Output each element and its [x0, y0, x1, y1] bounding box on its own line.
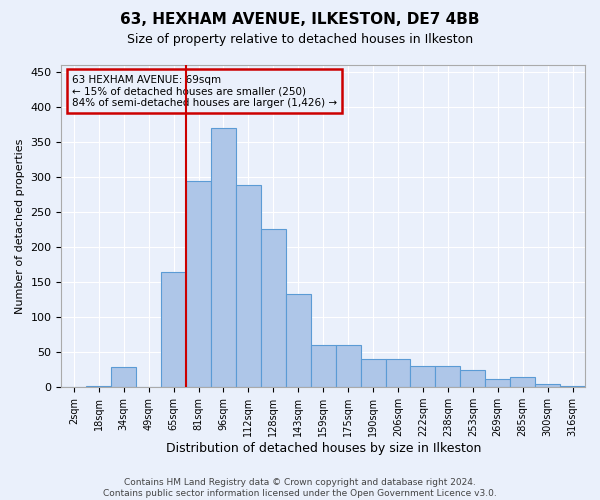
Bar	[410, 366, 436, 387]
Bar	[335, 345, 361, 387]
Bar	[485, 379, 510, 387]
Text: Size of property relative to detached houses in Ilkeston: Size of property relative to detached ho…	[127, 32, 473, 46]
X-axis label: Distribution of detached houses by size in Ilkeston: Distribution of detached houses by size …	[166, 442, 481, 455]
Bar	[286, 294, 311, 387]
Bar	[186, 180, 211, 387]
Bar	[460, 370, 485, 387]
Bar	[386, 358, 410, 387]
Bar	[161, 272, 186, 387]
Bar	[510, 378, 535, 387]
Bar	[361, 358, 386, 387]
Bar	[211, 128, 236, 387]
Bar	[535, 384, 560, 387]
Bar	[311, 345, 335, 387]
Text: 63, HEXHAM AVENUE, ILKESTON, DE7 4BB: 63, HEXHAM AVENUE, ILKESTON, DE7 4BB	[120, 12, 480, 28]
Bar	[111, 367, 136, 387]
Bar	[261, 229, 286, 387]
Text: Contains HM Land Registry data © Crown copyright and database right 2024.
Contai: Contains HM Land Registry data © Crown c…	[103, 478, 497, 498]
Bar	[560, 386, 585, 387]
Y-axis label: Number of detached properties: Number of detached properties	[15, 138, 25, 314]
Bar	[436, 366, 460, 387]
Text: 63 HEXHAM AVENUE: 69sqm
← 15% of detached houses are smaller (250)
84% of semi-d: 63 HEXHAM AVENUE: 69sqm ← 15% of detache…	[72, 74, 337, 108]
Bar	[236, 186, 261, 387]
Bar	[86, 386, 111, 387]
